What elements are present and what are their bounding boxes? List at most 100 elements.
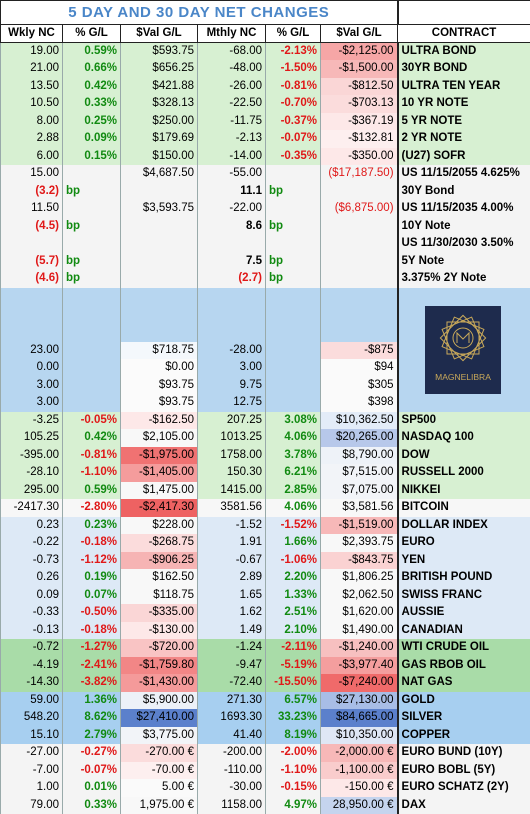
value-cell — [0, 235, 63, 253]
value-cell: $1,490.00 — [319, 621, 399, 639]
value-cell: -270.00 € — [120, 744, 198, 762]
data-row: 11.50 $3,593.75 -22.00 ($6,875.00) US 11/15/… — [0, 200, 530, 218]
value-cell: 0.33% — [62, 95, 121, 113]
value-cell: $94 — [319, 359, 399, 377]
value-cell: -0.81% — [62, 446, 121, 464]
value-cell: $2,062.50 — [319, 586, 399, 604]
value-cell: $0.00 — [120, 359, 198, 377]
value-cell: -2.13% — [265, 42, 321, 60]
data-row: 21.00 0.66% $656.25 -48.00 -1.50% -$1,500.00 3… — [0, 60, 530, 78]
value-cell — [265, 359, 321, 377]
value-cell: (3.2) — [0, 182, 63, 200]
value-cell: -$162.50 — [120, 411, 198, 429]
value-cell: -1.27% — [62, 639, 121, 657]
value-cell: $1,475.00 — [120, 481, 198, 499]
value-cell: -72.40 — [197, 674, 266, 692]
value-cell: $3,775.00 — [120, 726, 198, 744]
value-cell: (2.7) — [197, 270, 266, 288]
value-cell: 1.49 — [197, 621, 266, 639]
value-cell — [265, 235, 321, 253]
value-cell: bp — [265, 270, 321, 288]
value-cell: -22.00 — [197, 200, 266, 218]
value-cell: bp — [265, 217, 321, 235]
value-cell: $328.13 — [120, 95, 198, 113]
value-cell: -28.00 — [197, 341, 266, 359]
value-cell: -$367.19 — [319, 112, 399, 130]
value-cell — [62, 165, 121, 183]
value-cell: -$843.75 — [319, 551, 399, 569]
value-cell: 2.51% — [265, 604, 321, 622]
value-cell: $7,075.00 — [319, 481, 399, 499]
blank-cell — [0, 287, 63, 342]
value-cell: 295.00 — [0, 481, 63, 499]
value-cell: $1,620.00 — [319, 604, 399, 622]
contract-cell: BRITISH POUND — [396, 569, 530, 587]
value-cell: 1.00 — [0, 779, 63, 797]
value-cell: 2.10% — [265, 621, 321, 639]
contract-cell: GOLD — [396, 691, 530, 709]
value-cell: -$1,759.80 — [120, 656, 198, 674]
value-cell: 28,950.00 € — [319, 796, 399, 814]
value-cell: 0.00 — [0, 359, 63, 377]
value-cell: -$335.00 — [120, 604, 198, 622]
value-cell: $1,806.25 — [319, 569, 399, 587]
value-cell: $250.00 — [120, 112, 198, 130]
value-cell — [319, 252, 399, 270]
column-header: Wkly NC — [0, 24, 63, 43]
value-cell: (4.6) — [0, 270, 63, 288]
logo-text: MAGNELIBRA — [435, 372, 491, 382]
value-cell: $8,790.00 — [319, 446, 399, 464]
value-cell: -1.52 — [197, 516, 266, 534]
contract-cell: 10 YR NOTE — [396, 95, 530, 113]
value-cell: $93.75 — [120, 394, 198, 412]
value-cell: bp — [62, 217, 121, 235]
value-cell: -1.10% — [265, 761, 321, 779]
value-cell: 1,975.00 € — [120, 796, 198, 814]
value-cell: 1.62 — [197, 604, 266, 622]
contract-cell: AUSSIE — [396, 604, 530, 622]
value-cell: 3.00 — [0, 394, 63, 412]
value-cell: (5.7) — [0, 252, 63, 270]
value-cell: 13.50 — [0, 77, 63, 95]
value-cell: 7.5 — [197, 252, 266, 270]
value-cell: -$875 — [319, 341, 399, 359]
value-cell — [120, 270, 198, 288]
value-cell: -$703.13 — [319, 95, 399, 113]
value-cell: 15.00 — [0, 165, 63, 183]
data-row: -0.73 -1.12% -$906.25 -0.67 -1.06% -$843.75 YE… — [0, 551, 530, 569]
logo: MAGNELIBRA — [425, 306, 501, 394]
contract-cell: 5Y Note — [396, 252, 530, 270]
value-cell — [319, 217, 399, 235]
data-row: -14.30 -3.82% -$1,430.00 -72.40 -15.50% -$7,2… — [0, 674, 530, 692]
column-header: CONTRACT — [397, 24, 530, 43]
contract-cell: US 11/15/2055 4.625% — [396, 165, 530, 183]
data-row: 19.00 0.59% $593.75 -68.00 -2.13% -$2,125.00 U… — [0, 42, 530, 60]
contract-cell: EURO SCHATZ (2Y) — [396, 779, 530, 797]
value-cell — [319, 182, 399, 200]
value-cell: 0.42% — [62, 429, 121, 447]
value-cell: -0.72 — [0, 639, 63, 657]
value-cell: -22.50 — [197, 95, 266, 113]
value-cell: -2.11% — [265, 639, 321, 657]
value-cell — [319, 235, 399, 253]
value-cell: -1,100.00 € — [319, 761, 399, 779]
value-cell: -4.19 — [0, 656, 63, 674]
contract-cell: 30Y Bond — [396, 182, 530, 200]
value-cell: bp — [62, 252, 121, 270]
value-cell: 59.00 — [0, 691, 63, 709]
value-cell: 0.15% — [62, 147, 121, 165]
value-cell — [62, 235, 121, 253]
value-cell: 8.62% — [62, 709, 121, 727]
value-cell — [120, 217, 198, 235]
value-cell: -$1,240.00 — [319, 639, 399, 657]
contract-cell: CANADIAN — [396, 621, 530, 639]
value-cell: 2.89 — [197, 569, 266, 587]
column-header: $Val G/L — [120, 24, 198, 43]
value-cell: 1693.30 — [197, 709, 266, 727]
value-cell: -$268.75 — [120, 534, 198, 552]
value-cell: 41.40 — [197, 726, 266, 744]
value-cell: $656.25 — [120, 60, 198, 78]
contract-cell: 2 YR NOTE — [396, 130, 530, 148]
